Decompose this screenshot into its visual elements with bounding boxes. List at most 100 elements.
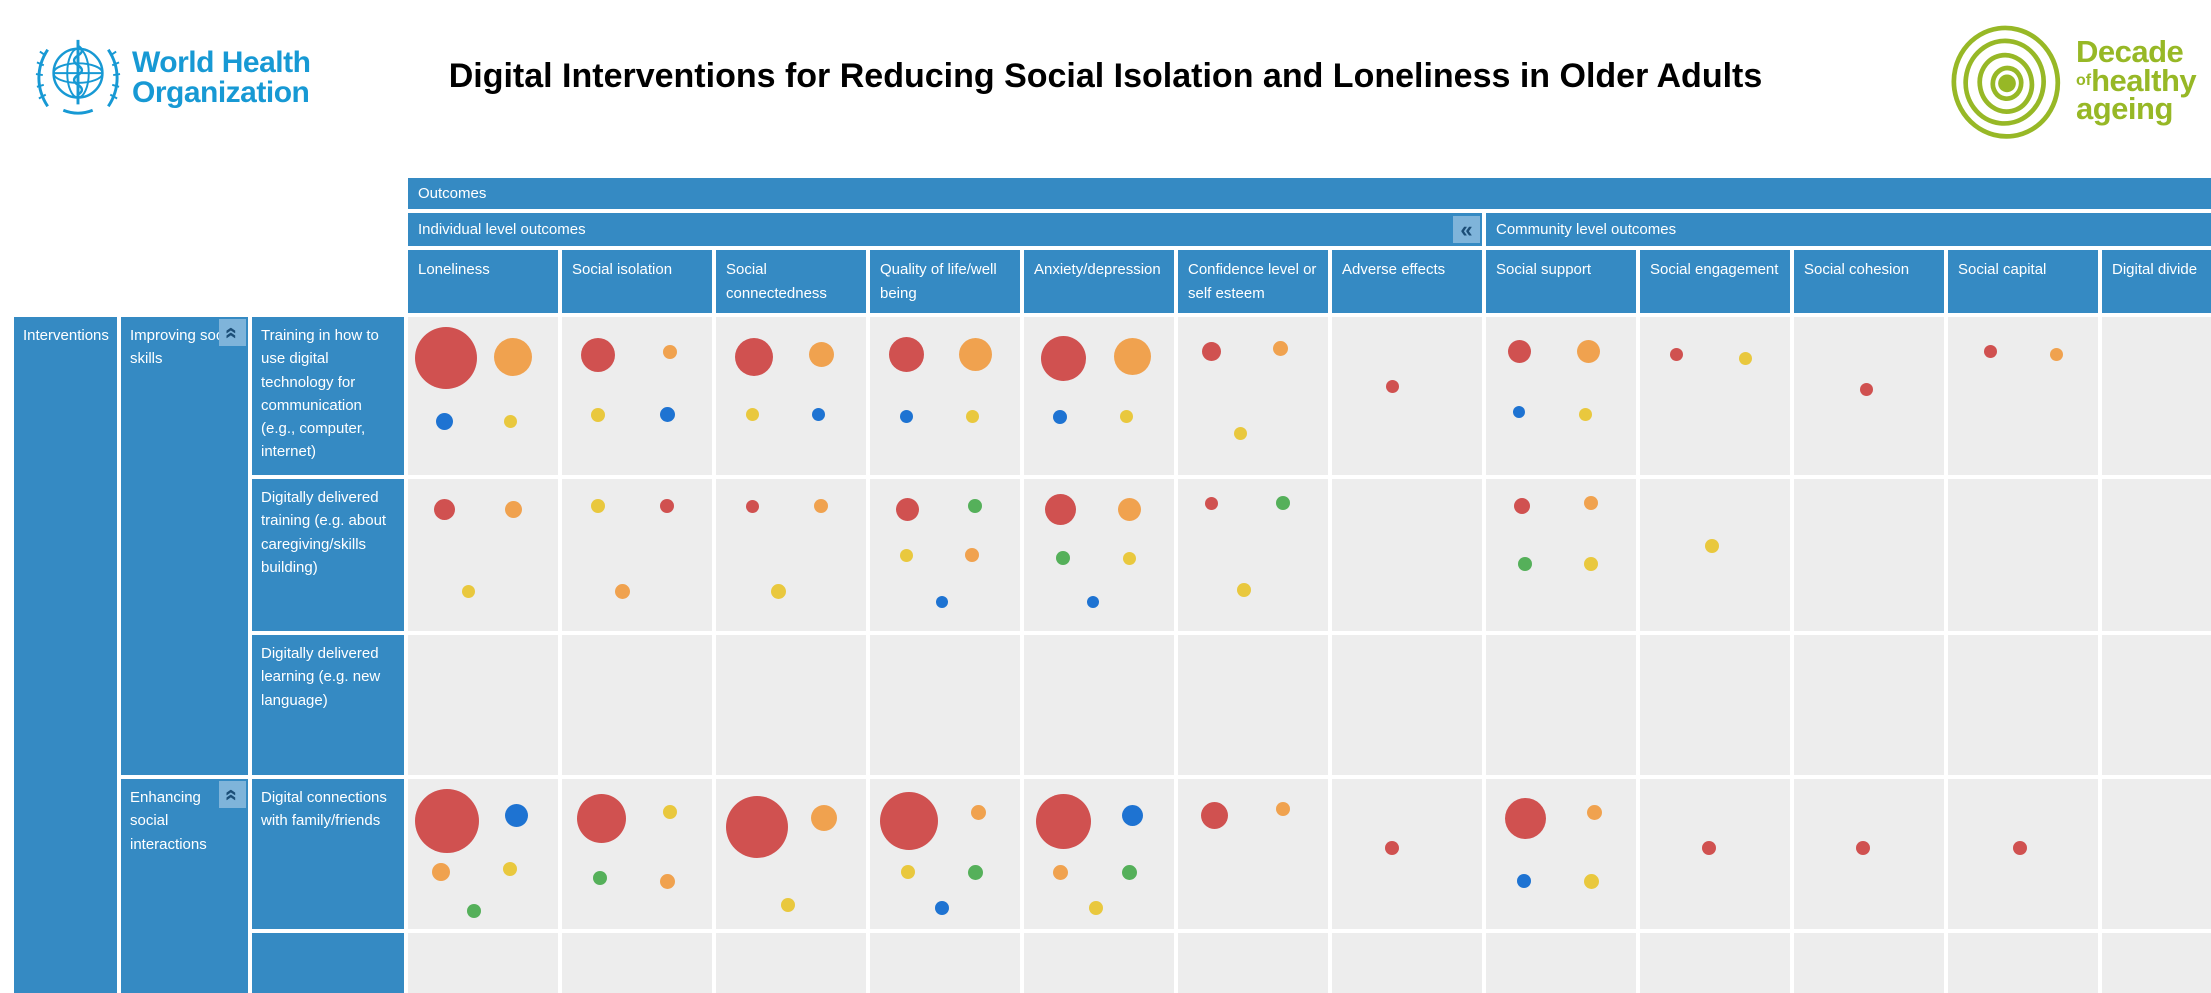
evidence-bubble-blue[interactable] — [504, 803, 528, 827]
evidence-bubble-yellow[interactable] — [1738, 351, 1752, 365]
evidence-bubble-yellow[interactable] — [771, 583, 787, 599]
evidence-bubble-red[interactable] — [1507, 340, 1531, 364]
evidence-bubble-orange[interactable] — [432, 863, 450, 881]
evidence-bubble-blue[interactable] — [935, 901, 949, 915]
evidence-bubble-orange[interactable] — [1586, 804, 1602, 820]
evidence-bubble-yellow[interactable] — [1237, 582, 1251, 597]
evidence-bubble-green[interactable] — [1121, 864, 1137, 880]
evidence-bubble-blue[interactable] — [1516, 874, 1531, 888]
collapse-group-enhancing-button[interactable]: « — [219, 781, 246, 808]
evidence-bubble-green[interactable] — [467, 904, 481, 918]
evidence-bubble-green[interactable] — [1518, 557, 1532, 572]
evidence-bubble-red[interactable] — [1859, 383, 1873, 397]
evidence-bubble-orange[interactable] — [1576, 340, 1600, 364]
evidence-bubble-orange[interactable] — [1584, 496, 1598, 511]
evidence-bubble-orange[interactable] — [1117, 497, 1141, 521]
evidence-bubble-red[interactable] — [1514, 498, 1530, 515]
evidence-bubble-yellow[interactable] — [1122, 551, 1136, 565]
evidence-bubble-red[interactable] — [1200, 801, 1228, 829]
evidence-bubble-red[interactable] — [888, 337, 924, 373]
evidence-bubble-orange[interactable] — [1276, 802, 1290, 816]
evidence-bubble-yellow[interactable] — [781, 897, 795, 912]
evidence-bubble-blue[interactable] — [811, 408, 825, 422]
evidence-bubble-yellow[interactable] — [1119, 410, 1133, 424]
evidence-bubble-red[interactable] — [660, 499, 674, 514]
evidence-bubble-red[interactable] — [1201, 342, 1221, 362]
map-cell — [870, 317, 1020, 475]
evidence-bubble-green[interactable] — [1056, 551, 1070, 566]
evidence-bubble-yellow[interactable] — [1705, 538, 1719, 553]
evidence-bubble-orange[interactable] — [2049, 348, 2063, 362]
evidence-bubble-orange[interactable] — [1113, 338, 1151, 375]
evidence-bubble-red[interactable] — [1669, 348, 1683, 362]
evidence-bubble-red[interactable] — [2013, 841, 2027, 855]
evidence-bubble-red[interactable] — [734, 337, 773, 376]
evidence-bubble-blue[interactable] — [936, 596, 948, 609]
evidence-bubble-orange[interactable] — [504, 500, 522, 518]
evidence-bubble-yellow[interactable] — [663, 805, 677, 819]
evidence-bubble-yellow[interactable] — [899, 548, 913, 562]
evidence-bubble-orange[interactable] — [965, 548, 979, 562]
evidence-bubble-red[interactable] — [896, 497, 919, 521]
evidence-bubble-yellow[interactable] — [1578, 408, 1592, 422]
evidence-bubble-yellow[interactable] — [1583, 873, 1599, 889]
evidence-bubble-orange[interactable] — [494, 337, 532, 376]
evidence-bubble-orange[interactable] — [814, 499, 828, 514]
evidence-bubble-orange[interactable] — [663, 344, 677, 359]
evidence-bubble-orange[interactable] — [808, 342, 834, 368]
evidence-bubble-blue[interactable] — [435, 412, 453, 430]
evidence-bubble-red[interactable] — [1385, 380, 1399, 394]
evidence-bubble-green[interactable] — [968, 499, 982, 514]
evidence-bubble-orange[interactable] — [1052, 864, 1068, 880]
evidence-bubble-green[interactable] — [1276, 496, 1290, 511]
map-cell — [2102, 635, 2211, 775]
evidence-bubble-red[interactable] — [414, 327, 477, 390]
evidence-bubble-yellow[interactable] — [503, 862, 517, 876]
evidence-bubble-orange[interactable] — [1272, 341, 1288, 357]
evidence-bubble-red[interactable] — [581, 337, 615, 372]
evidence-bubble-orange[interactable] — [614, 583, 630, 599]
evidence-bubble-red[interactable] — [1504, 797, 1546, 839]
evidence-bubble-orange[interactable] — [811, 805, 837, 831]
evidence-bubble-red[interactable] — [576, 793, 626, 843]
evidence-bubble-red[interactable] — [1035, 793, 1091, 849]
evidence-bubble-blue[interactable] — [1053, 409, 1067, 424]
evidence-bubble-red[interactable] — [1702, 841, 1716, 855]
decade-wordmark: Decade ofhealthy ageing — [2076, 36, 2197, 124]
evidence-bubble-red[interactable] — [1385, 841, 1399, 855]
evidence-bubble-yellow[interactable] — [900, 865, 915, 879]
evidence-bubble-red[interactable] — [1040, 335, 1086, 381]
map-cell — [716, 317, 866, 475]
evidence-bubble-blue[interactable] — [899, 410, 913, 424]
evidence-bubble-red[interactable] — [745, 499, 759, 513]
evidence-bubble-red[interactable] — [880, 792, 938, 850]
evidence-bubble-yellow[interactable] — [591, 407, 605, 422]
evidence-bubble-red[interactable] — [1044, 493, 1076, 525]
evidence-bubble-yellow[interactable] — [591, 499, 605, 514]
evidence-bubble-orange[interactable] — [659, 873, 675, 889]
evidence-bubble-orange[interactable] — [970, 804, 986, 820]
evidence-bubble-green[interactable] — [967, 864, 983, 880]
evidence-bubble-blue[interactable] — [1513, 405, 1525, 418]
evidence-bubble-red[interactable] — [433, 498, 455, 520]
evidence-bubble-green[interactable] — [592, 871, 607, 885]
evidence-bubble-red[interactable] — [1983, 345, 1997, 359]
evidence-bubble-yellow[interactable] — [745, 408, 759, 422]
evidence-bubble-yellow[interactable] — [965, 410, 979, 424]
evidence-bubble-yellow[interactable] — [503, 414, 517, 428]
evidence-bubble-yellow[interactable] — [1089, 901, 1103, 915]
collapse-individual-outcomes-button[interactable]: « — [1453, 216, 1480, 243]
evidence-bubble-red[interactable] — [725, 796, 788, 858]
evidence-bubble-yellow[interactable] — [1584, 557, 1598, 572]
evidence-bubble-red[interactable] — [1204, 496, 1218, 510]
evidence-bubble-yellow[interactable] — [1234, 427, 1248, 441]
evidence-bubble-blue[interactable] — [1121, 804, 1143, 826]
evidence-bubble-red[interactable] — [415, 789, 479, 853]
evidence-bubble-orange[interactable] — [958, 338, 992, 372]
evidence-bubble-blue[interactable] — [659, 407, 675, 423]
row-label: Digitally delivered training (e.g. about… — [261, 489, 387, 576]
evidence-bubble-blue[interactable] — [1087, 596, 1099, 609]
collapse-group-improving-button[interactable]: « — [219, 319, 246, 346]
evidence-bubble-red[interactable] — [1856, 841, 1870, 855]
evidence-bubble-yellow[interactable] — [461, 584, 475, 598]
